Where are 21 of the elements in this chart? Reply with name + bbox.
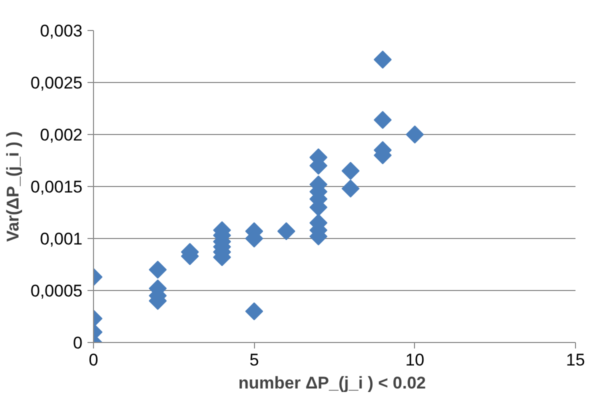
point bbox=[148, 260, 167, 279]
y-tick-label: 0,002 bbox=[40, 126, 83, 144]
point bbox=[406, 126, 424, 144]
y-tick-label: 0,0025 bbox=[30, 74, 83, 92]
x-tick-label: 0 bbox=[88, 350, 98, 370]
point bbox=[342, 162, 360, 180]
y-tick-label: 0,001 bbox=[40, 230, 83, 248]
x-tick-label: 15 bbox=[566, 350, 585, 370]
y-axis-title: Var(ΔP_(j_i ) ) bbox=[4, 131, 23, 242]
x-axis-title: number ΔP_(j_i ) < 0.02 bbox=[238, 374, 426, 392]
point bbox=[374, 110, 392, 129]
y-tick-label: 0 bbox=[73, 334, 83, 352]
x-tick-label: 5 bbox=[249, 350, 259, 370]
point bbox=[342, 180, 360, 198]
x-tick-label: 10 bbox=[405, 350, 424, 370]
point bbox=[277, 222, 296, 240]
y-tick-label: 0,0015 bbox=[30, 178, 83, 196]
y-tick-label: 0,003 bbox=[40, 22, 83, 40]
point bbox=[245, 302, 264, 320]
point bbox=[374, 50, 392, 69]
y-tick-label: 0,0005 bbox=[30, 282, 83, 300]
